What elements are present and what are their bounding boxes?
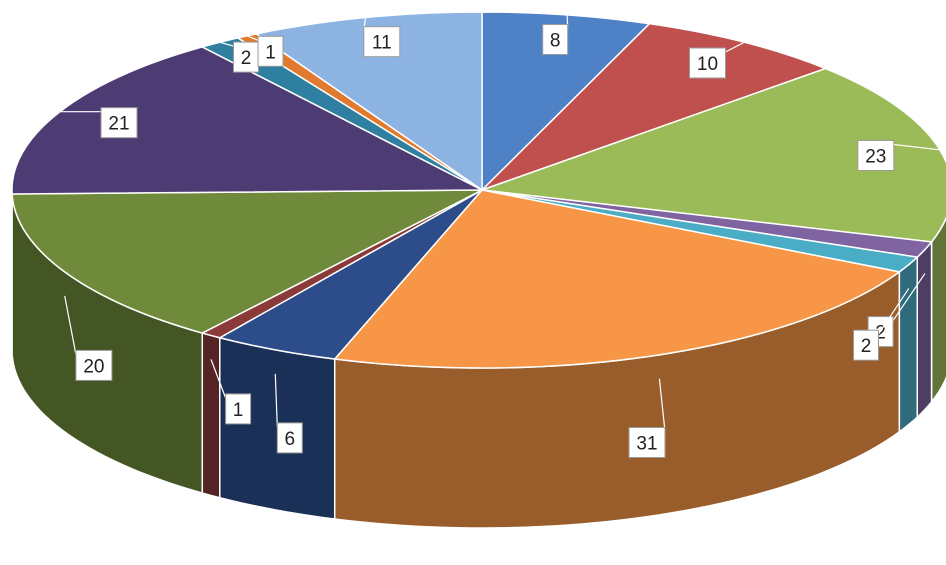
- data-label-7: 1: [210, 359, 252, 425]
- data-label-box-12: [363, 26, 401, 58]
- data-label-text-7: 1: [233, 400, 244, 421]
- pie-slice-side-3: [916, 239, 933, 419]
- data-label-11: 1: [246, 35, 284, 67]
- leader-line-11: [246, 35, 259, 41]
- data-label-box-0: [542, 24, 569, 55]
- data-label-2: 23: [857, 140, 940, 171]
- data-label-0: 8: [542, 14, 569, 55]
- data-label-box-7: [225, 393, 252, 425]
- data-label-text-4: 2: [861, 336, 872, 357]
- data-label-text-3: 2: [875, 323, 886, 344]
- leader-line-5: [658, 378, 666, 432]
- data-label-text-5: 31: [636, 434, 657, 455]
- data-label-4: 2: [853, 288, 910, 361]
- pie-side-walls: [11, 189, 946, 529]
- data-label-box-8: [75, 349, 113, 381]
- pie-slice-5: [333, 189, 902, 369]
- pie-slice-8: [11, 189, 483, 334]
- leader-line-3: [892, 273, 926, 321]
- data-label-box-5: [628, 427, 666, 458]
- leader-line-8: [64, 295, 77, 355]
- data-label-text-0: 8: [550, 31, 561, 52]
- data-label-1: 10: [689, 41, 745, 79]
- leader-line-1: [725, 41, 745, 53]
- pie-slice-side-7: [201, 332, 221, 499]
- data-label-box-1: [689, 47, 726, 79]
- data-label-5: 31: [628, 378, 666, 458]
- leader-line-2: [893, 143, 940, 151]
- data-label-8: 20: [64, 295, 113, 381]
- data-label-box-9: [100, 107, 138, 139]
- data-label-text-11: 1: [265, 42, 276, 63]
- data-label-6: 6: [274, 373, 303, 454]
- pie-slice-12: [254, 11, 483, 192]
- data-label-text-12: 11: [372, 33, 392, 54]
- leader-line-4: [877, 288, 910, 335]
- data-label-10: 2: [219, 41, 259, 73]
- data-label-text-2: 23: [865, 147, 886, 168]
- data-label-text-1: 10: [697, 54, 718, 75]
- data-label-text-9: 21: [108, 114, 129, 135]
- pie-slice-1: [481, 22, 828, 191]
- data-label-box-11: [257, 35, 284, 67]
- pie-top-faces: [11, 11, 946, 369]
- pie-slice-side-4: [898, 255, 918, 434]
- data-label-text-10: 2: [241, 48, 252, 69]
- leader-line-7: [210, 359, 227, 399]
- data-label-9: 21: [59, 107, 138, 139]
- data-label-box-6: [276, 422, 303, 454]
- data-label-12: 11: [363, 17, 401, 58]
- data-label-box-2: [857, 140, 895, 171]
- leader-line-10: [219, 41, 234, 47]
- leader-line-6: [274, 373, 278, 427]
- data-label-box-4: [853, 329, 879, 361]
- data-label-text-8: 20: [83, 356, 104, 377]
- data-label-text-6: 6: [285, 429, 296, 450]
